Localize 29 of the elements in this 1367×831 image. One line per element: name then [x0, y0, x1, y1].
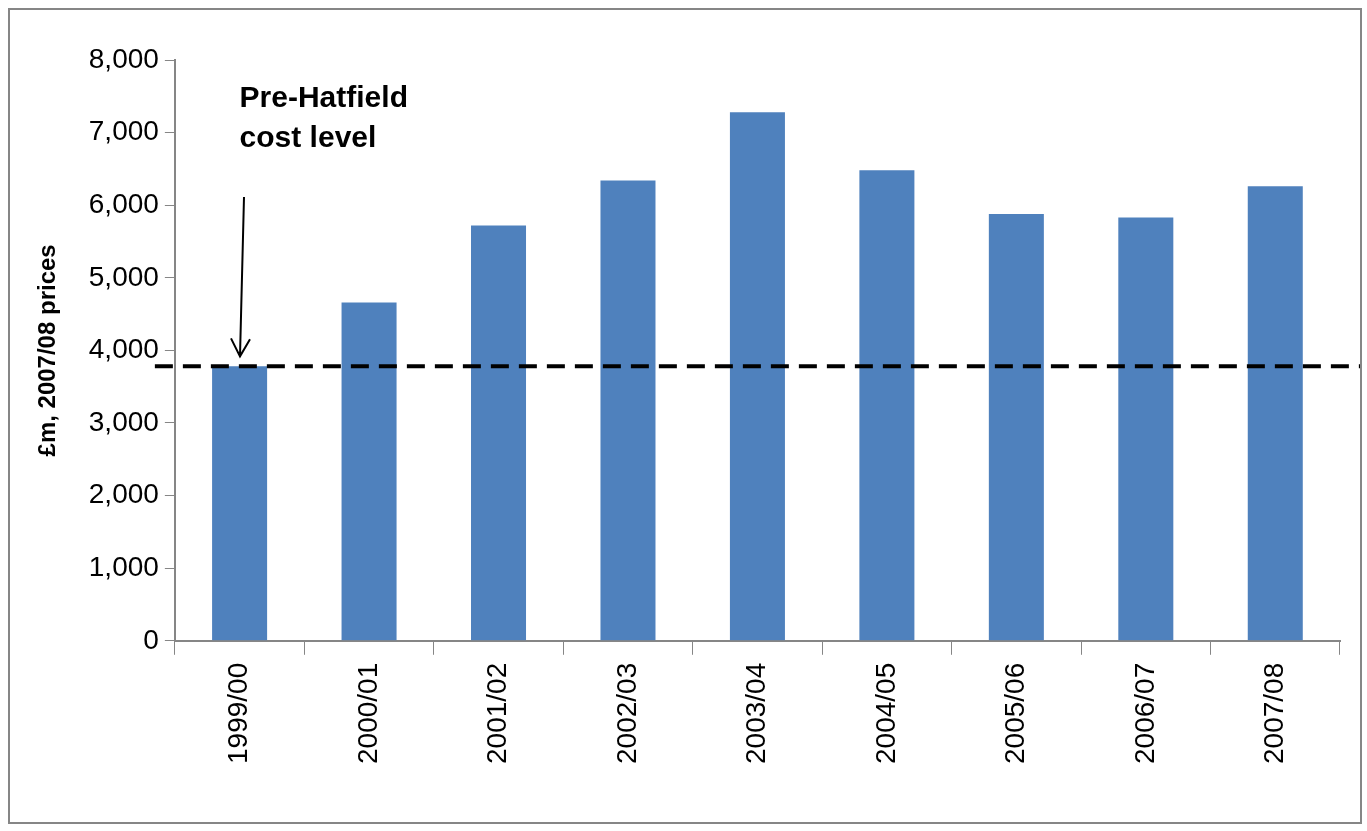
bar: [1118, 217, 1174, 641]
bar: [988, 213, 1044, 641]
x-tick-label: 1999/00: [222, 662, 254, 765]
bar: [212, 366, 268, 641]
y-tick-label: 4,000: [88, 333, 159, 365]
y-tick-label: 7,000: [88, 115, 159, 147]
y-tick-label: 1,000: [88, 550, 159, 582]
y-tick-label: 2,000: [88, 478, 159, 510]
bar: [341, 302, 397, 641]
y-tick-label: 6,000: [88, 187, 159, 219]
y-tick-label: 3,000: [88, 405, 159, 437]
bar: [729, 112, 785, 641]
bar: [600, 180, 656, 641]
x-tick-label: 2007/08: [1257, 662, 1289, 765]
y-tick-label: 5,000: [88, 260, 159, 292]
y-tick-label: 8,000: [88, 42, 159, 74]
x-tick-label: 2003/04: [740, 662, 772, 765]
x-tick-label: 2001/02: [481, 662, 513, 765]
bar: [859, 170, 915, 641]
x-tick-label: 2002/03: [610, 662, 642, 765]
x-tick-label: 2004/05: [869, 662, 901, 765]
y-axis-title: £m, 2007/08 prices: [33, 244, 61, 457]
annotation: Pre-Hatfield cost level: [239, 80, 408, 153]
y-tick-label: 0: [143, 623, 159, 655]
x-tick-label: 2005/06: [999, 662, 1031, 765]
bar: [471, 225, 527, 641]
x-tick-label: 2000/01: [351, 662, 383, 765]
bar: [1247, 186, 1303, 641]
x-tick-label: 2006/07: [1128, 662, 1160, 765]
